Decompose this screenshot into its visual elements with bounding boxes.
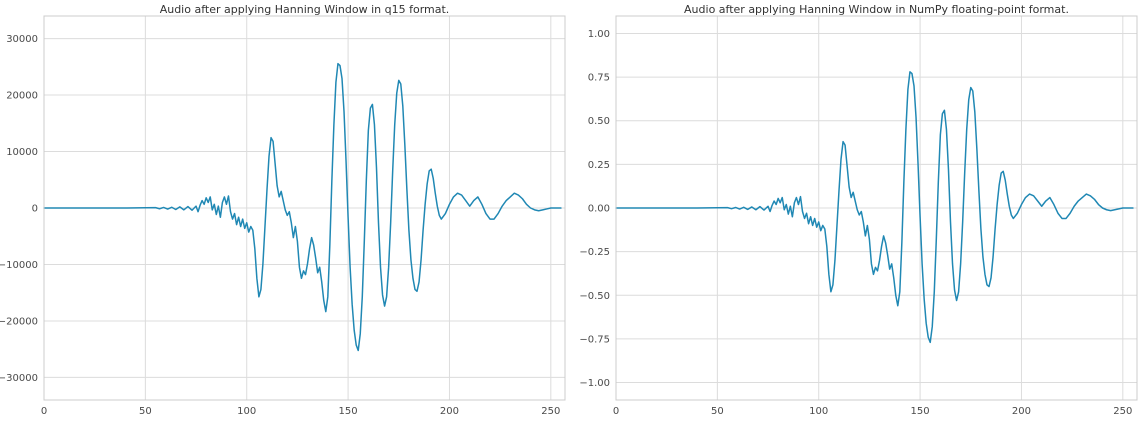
x-tick-label: 250: [541, 406, 560, 417]
y-tick-label: 20000: [6, 91, 38, 102]
chart-title: Audio after applying Hanning Window in q…: [159, 3, 450, 16]
y-tick-label: 10000: [6, 147, 38, 158]
chart-canvas: 0 50 100 150 200 250 1.00 0.75 0.50 0.25 0.00 −0.25…: [579, 15, 1138, 417]
x-tick-label: 50: [139, 406, 152, 417]
y-tick-label: −10000: [0, 260, 38, 271]
y-tick-label: 1.00: [588, 29, 610, 40]
x-tick-label: 150: [911, 406, 930, 417]
waveform-line: [43, 62, 562, 352]
y-tick-label: 0.75: [588, 73, 610, 84]
x-tick-label: 200: [1012, 406, 1031, 417]
y-tick-label: 0.25: [588, 160, 610, 171]
y-tick-label: −0.75: [579, 334, 610, 345]
plot-border: [615, 15, 1138, 401]
y-tick-label: 0: [32, 204, 38, 215]
x-tick-label: 100: [237, 406, 256, 417]
y-tick-label: 0.50: [588, 116, 610, 127]
chart-panel-float: Audio after applying Hanning Window in N…: [572, 0, 1144, 424]
x-tick-label: 50: [711, 406, 724, 417]
plot-border: [43, 15, 566, 401]
chart-canvas: 0 50 100 150 200 250 30000 20000 10000 0 −10000 −20…: [0, 15, 566, 417]
y-tick-label: −20000: [0, 316, 38, 327]
x-tick-label: 0: [613, 406, 619, 417]
x-tick-label: 250: [1113, 406, 1132, 417]
x-tick-label: 200: [440, 406, 459, 417]
x-tick-label: 150: [339, 406, 358, 417]
y-tick-label: −30000: [0, 373, 38, 384]
y-tick-label: −0.25: [579, 247, 610, 258]
y-tick-label: 30000: [6, 34, 38, 45]
y-tick-label: 0.00: [588, 204, 610, 215]
x-tick-label: 100: [809, 406, 828, 417]
x-tick-label: 0: [41, 406, 47, 417]
y-tick-label: −1.00: [579, 378, 610, 389]
chart-panel-q15: Audio after applying Hanning Window in q…: [0, 3, 566, 417]
chart-title: Audio after applying Hanning Window in N…: [684, 3, 1069, 16]
waveform-line: [615, 71, 1134, 344]
y-tick-label: −0.50: [579, 291, 610, 302]
